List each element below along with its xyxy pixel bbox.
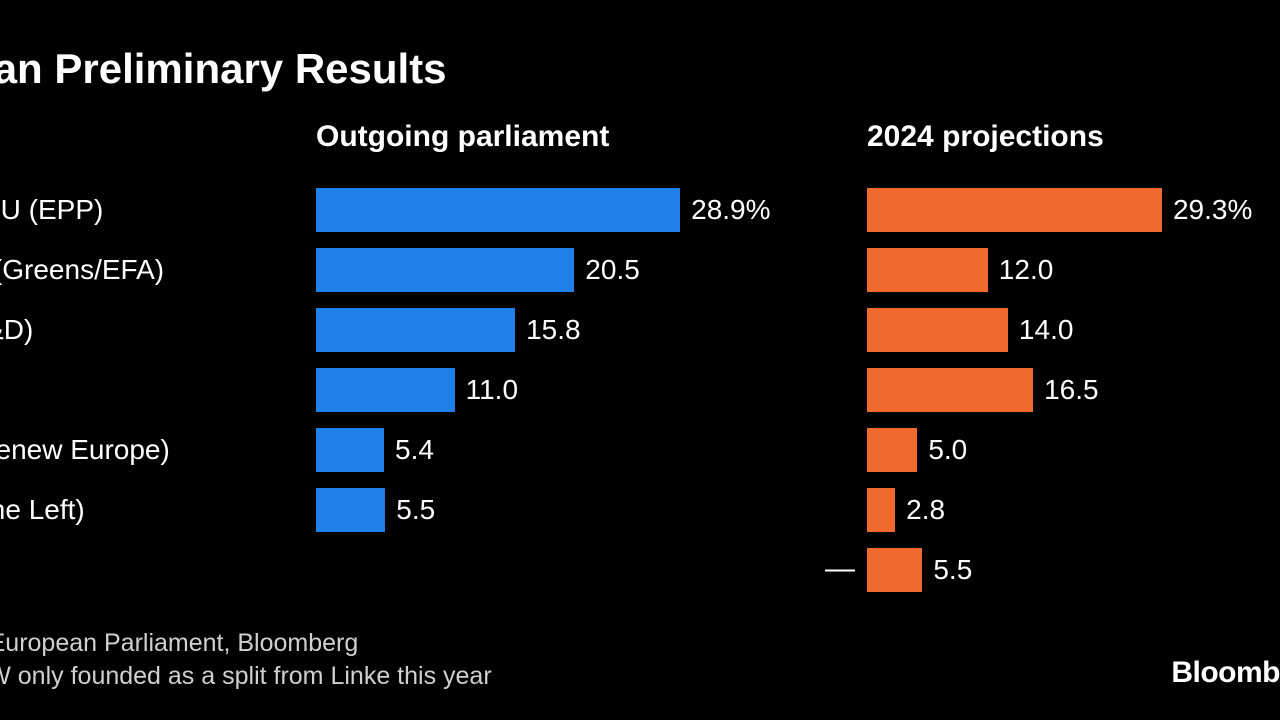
column-header-outgoing: Outgoing parliament xyxy=(316,120,609,154)
bar-value-outgoing: 15.8 xyxy=(526,314,581,346)
brand-logo: Bloomb xyxy=(1171,656,1280,690)
chart-row: J/CSU (EPP) 28.9% 29.3% xyxy=(0,182,1280,242)
bar-value-projection: 2.8 xyxy=(906,494,945,526)
chart-footer: rce: European Parliament, Bloomberg : BS… xyxy=(0,627,492,695)
bar-projection xyxy=(867,488,895,532)
chart-row: (NI)11.016.5 xyxy=(0,362,1280,422)
chart-rows: J/CSU (EPP) 28.9% 29.3% ens (Greens/EFA) 20.… xyxy=(0,182,1280,602)
bar-value-outgoing: 5.5 xyxy=(396,494,435,526)
bar-value-outgoing: 5.4 xyxy=(395,434,434,466)
bar-value-projection: 14.0 xyxy=(1019,314,1074,346)
bar-outgoing xyxy=(316,248,574,292)
bar-outgoing xyxy=(316,368,455,412)
bar-projection xyxy=(867,308,1008,352)
party-label: P (Renew Europe) xyxy=(0,434,170,466)
bar-projection xyxy=(867,368,1033,412)
footer-note: : BSW only founded as a split from Linke… xyxy=(0,660,492,694)
chart-row: P (Renew Europe) 5.4 5.0 xyxy=(0,422,1280,482)
bar-projection xyxy=(867,428,917,472)
bar-value-outgoing: 20.5 xyxy=(585,254,640,286)
chart-row: ) (S&D) 15.8 14.0 xyxy=(0,302,1280,362)
bar-projection xyxy=(867,548,922,592)
party-label: ens (Greens/EFA) xyxy=(0,254,164,286)
bar-outgoing xyxy=(316,188,680,232)
bar-value-projection: 29.3% xyxy=(1173,194,1252,226)
bar-value-projection: 16.5 xyxy=(1044,374,1099,406)
party-label: ) (S&D) xyxy=(0,314,33,346)
party-label: e (The Left) xyxy=(0,494,85,526)
party-label: J/CSU (EPP) xyxy=(0,194,103,226)
chart-row: ens (Greens/EFA) 20.5 12.0 xyxy=(0,242,1280,302)
bar-value-projection: 12.0 xyxy=(999,254,1054,286)
bar-value-outgoing: 11.0 xyxy=(466,374,518,406)
column-header-projections: 2024 projections xyxy=(867,120,1104,154)
chart-row: e (The Left) 5.5 2.8 xyxy=(0,482,1280,542)
bar-projection xyxy=(867,188,1162,232)
bar-projection xyxy=(867,248,988,292)
bar-value-projection: 5.5 xyxy=(933,554,972,586)
chart-row: V—5.5 xyxy=(0,542,1280,602)
bar-value-outgoing: 28.9% xyxy=(691,194,770,226)
bar-outgoing xyxy=(316,488,385,532)
bar-outgoing xyxy=(316,308,515,352)
footer-source: rce: European Parliament, Bloomberg xyxy=(0,627,492,661)
dash-icon: — xyxy=(825,552,855,586)
chart-title: rman Preliminary Results xyxy=(0,45,447,93)
bar-outgoing xyxy=(316,428,384,472)
bar-value-projection: 5.0 xyxy=(928,434,967,466)
